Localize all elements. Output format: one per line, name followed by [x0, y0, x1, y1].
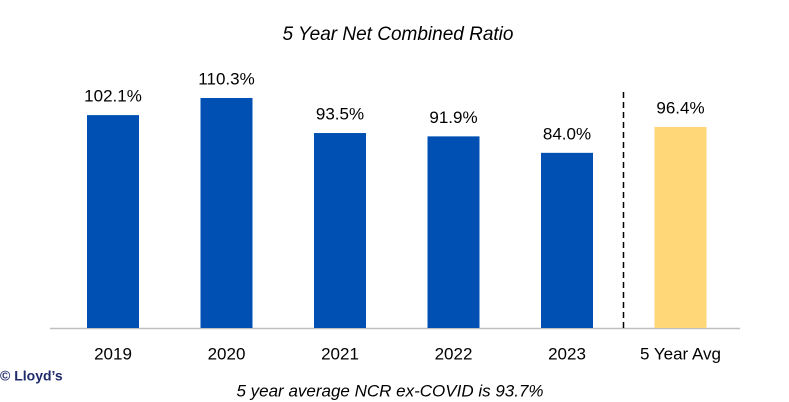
value-label: 84.0% [543, 124, 591, 143]
bar [200, 98, 253, 328]
bar [87, 115, 139, 329]
copyright: © Lloyd’s [0, 368, 63, 384]
x-tick-label: 2023 [548, 344, 586, 363]
value-label: 93.5% [316, 105, 364, 124]
chart-title: 5 Year Net Combined Ratio [283, 24, 514, 45]
bar [541, 152, 593, 328]
footnote: 5 year average NCR ex-COVID is 93.7% [236, 381, 543, 400]
bar [654, 126, 707, 328]
value-label: 102.1% [84, 87, 142, 106]
value-label: 96.4% [656, 98, 704, 117]
bar [314, 133, 366, 328]
x-tick-label: 2019 [94, 344, 132, 363]
value-label: 110.3% [198, 69, 254, 88]
x-tick-label: 2022 [435, 344, 473, 363]
x-tick-label: 5 Year Avg [640, 344, 721, 363]
x-tick-label: 2020 [208, 344, 246, 363]
value-label: 91.9% [429, 108, 477, 127]
bar [427, 136, 480, 328]
x-tick-label: 2021 [321, 344, 359, 363]
